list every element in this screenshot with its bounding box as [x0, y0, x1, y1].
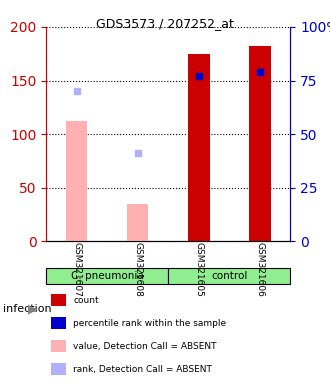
- Bar: [51, 316, 66, 329]
- Bar: [51, 339, 66, 353]
- Text: GSM321608: GSM321608: [133, 242, 142, 297]
- Text: infection: infection: [3, 304, 52, 314]
- Text: GSM321607: GSM321607: [72, 242, 81, 297]
- Bar: [51, 362, 66, 376]
- Text: GSM321606: GSM321606: [255, 242, 264, 297]
- Bar: [51, 293, 66, 306]
- Text: rank, Detection Call = ABSENT: rank, Detection Call = ABSENT: [73, 366, 212, 374]
- Bar: [127, 204, 148, 242]
- Text: C. pneumonia: C. pneumonia: [71, 271, 144, 281]
- Text: GSM321605: GSM321605: [194, 242, 203, 297]
- Bar: [66, 121, 87, 242]
- Text: count: count: [73, 296, 99, 305]
- FancyBboxPatch shape: [168, 268, 290, 285]
- Text: ▶: ▶: [28, 303, 38, 316]
- Bar: [188, 54, 210, 242]
- Text: value, Detection Call = ABSENT: value, Detection Call = ABSENT: [73, 343, 216, 351]
- Text: percentile rank within the sample: percentile rank within the sample: [73, 319, 226, 328]
- Text: control: control: [211, 271, 248, 281]
- FancyBboxPatch shape: [46, 268, 168, 285]
- Text: GDS3573 / 207252_at: GDS3573 / 207252_at: [96, 17, 234, 30]
- Bar: [249, 46, 271, 242]
